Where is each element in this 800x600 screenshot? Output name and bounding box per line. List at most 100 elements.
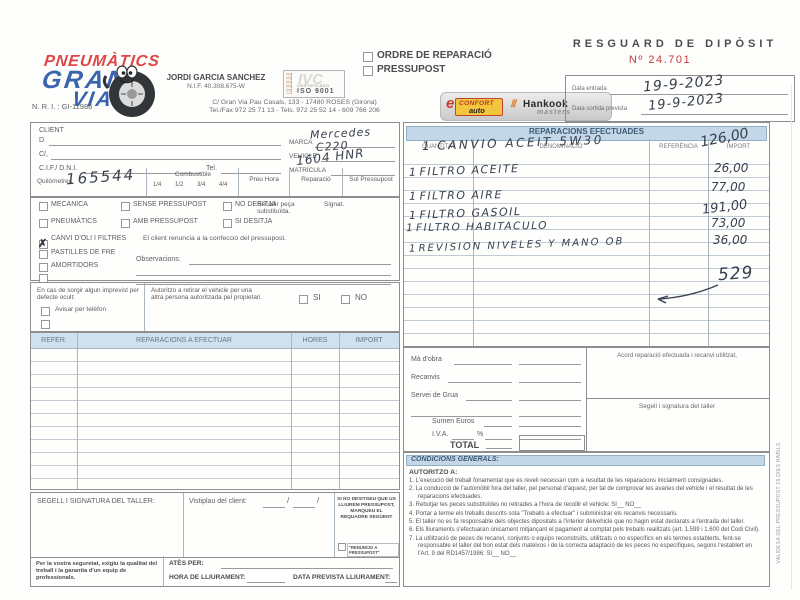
work-row-5-import: 73,00 — [711, 216, 746, 230]
checkbox-ordre-reparacio — [363, 52, 373, 62]
checkbox-canvi-oli-filtres — [38, 237, 48, 250]
servei-grua-label: Servei de Grua — [411, 392, 459, 399]
checkbox-pressupost — [363, 66, 373, 76]
work-row-5-den: FILTRO HABITACULO — [415, 219, 549, 235]
shop-phones: Tel./Fax 972 25 71 13 - Tels. 972 25 52 … — [209, 107, 380, 114]
totals-box: Mà d'obra Recanvis Servei de Grua Sumen … — [403, 347, 770, 452]
work-row-3: 1 FILTRO AIRE — [409, 188, 503, 203]
confort-auto-label: auto — [469, 106, 485, 115]
fuel-quarter-3: 3/4 — [197, 182, 206, 188]
confort-e-icon: e — [446, 95, 455, 112]
confort-auto-logo — [455, 98, 503, 116]
acord-reparacio-note: Acord reparació efectuada i recanvi util… — [616, 352, 738, 359]
todo-empty-rows — [31, 349, 399, 489]
signat-label: Signat. — [324, 201, 345, 208]
tel-label: Tel. — [206, 165, 217, 172]
work-row-5-qty: 1 — [405, 222, 413, 235]
work-row-3-qty: 1 — [408, 189, 417, 203]
sumen-euros-label: Sumen Euros — [432, 418, 475, 425]
matricula-label: MATRÍCULA — [289, 167, 327, 174]
todo-col-import: IMPORT — [355, 337, 383, 344]
page-edge-line — [791, 85, 792, 590]
validity-side-note: VALIDESA DEL PRESSUPOST 15 DIES HÀBILS — [776, 442, 782, 564]
observacions-label: Observacions: — [136, 256, 181, 263]
checkbox-avisar-telefon — [41, 307, 50, 316]
work-row-3-den: FILTRO AIRE — [419, 188, 503, 203]
iva-percent-sign: % — [477, 431, 484, 438]
fuel-quarter-2: 1/2 — [175, 182, 184, 188]
owner-nif: N.I.F. 40.308.675-W — [187, 83, 245, 90]
work-row-2-import: 26,00 — [714, 161, 749, 175]
marca-label: MARCA — [289, 139, 313, 146]
total-value-box — [519, 435, 585, 451]
reparacio-label: Reparació — [301, 176, 331, 183]
condition-item-5: 5. El taller no es fa responsable dels o… — [409, 519, 745, 526]
partner-logos-pill: e CONFORT auto ⫻ Hankook masters — [440, 92, 612, 121]
checkbox-sense-pressupost — [121, 202, 130, 211]
conditions-box: CONDICIONS GENERALS: AUTORITZO A: 1. L'e… — [403, 452, 770, 587]
repairs-done-table: REPARACIONS EFECTUADES QUANTITAT DENOMIN… — [403, 122, 770, 347]
checkbox-si-desitja — [223, 219, 232, 228]
service-amortidors-label: AMORTIDORS — [51, 262, 99, 269]
autoritzo-no-label: NO — [355, 293, 367, 302]
work-row-3-import: 77,00 — [711, 180, 746, 194]
service-canvi-oli-label: CANVI D'OLI I FILTRES — [51, 235, 127, 242]
date-slash-1: / — [287, 496, 290, 505]
checkbox-autoritzo-no — [341, 295, 350, 304]
km-fuel-row: Quilòmetres Combustible 1/4 1/2 3/4 4/4 … — [30, 168, 400, 197]
date-in-label: Data entrada — [572, 86, 607, 92]
work-col-quantitat: QUANTITAT — [421, 144, 456, 150]
work-row-5: 1 FILTRO HABITACULO — [406, 220, 548, 234]
dates-box: Data entrada Data sortida prevista — [565, 75, 795, 122]
condition-item-1: 1. L'execució del treball fonamental que… — [409, 478, 723, 484]
iva-label: I.V.A. — [432, 431, 449, 438]
iso-badge-stripe — [286, 73, 292, 94]
conditions-list: 1. L'execució del treball fonamental que… — [409, 478, 763, 559]
iso-9001-label: ISO 9001 — [297, 88, 335, 95]
no-desitja-label: NO DESITJA — [235, 201, 277, 208]
total-arrow-icon — [657, 284, 719, 304]
budget-type-label: PRESSUPOST — [377, 64, 446, 75]
todo-col-reparacions: REPARACIONS A EFECTUAR — [136, 337, 232, 344]
sense-pressupost-label: SENSE PRESSUPOST — [133, 201, 207, 208]
work-col-denominacio: DENOMINACIÓ — [539, 144, 583, 150]
autoritzo-si-label: SI — [313, 293, 321, 302]
seguretat-note: Per la vostra seguretat, exigiu la quali… — [36, 561, 158, 581]
ates-per-label: ATÈS PER: — [169, 560, 204, 567]
client-box: CLIENT D. MARCA C/, VEHICLE C.I.F./ D.N.… — [30, 122, 400, 198]
service-mecanica-label: MECANICA — [51, 201, 88, 208]
iso-watermark: IVC — [298, 71, 324, 88]
client-street-label: C/, — [39, 151, 48, 158]
date-out-label: Data sortida prevista — [572, 106, 628, 112]
checkbox-autoritzo-si — [299, 295, 308, 304]
preu-hora-label: Preu Hora — [249, 176, 279, 183]
condition-item-7: 7. La utilització de peces de recanvi, c… — [409, 535, 753, 557]
hankook-wing-icon: ⫻ — [511, 99, 517, 110]
services-panel: MECANICA SENSE PRESSUPOST NO DESITJA Rec… — [30, 196, 400, 285]
shop-address: C/ Gran Via Pau Casals, 133 - 17480 ROSE… — [212, 99, 377, 106]
iso-9001-badge: IVC CERTIFICADO ISO 9001 — [283, 70, 345, 98]
fuel-quarter-1: 1/4 — [153, 182, 162, 188]
hora-lliurament-label: HORA DE LLIURAMENT: — [169, 574, 246, 581]
checkbox-mecanica — [39, 202, 48, 211]
imprevist-intro: En cas de sorgir algun imprevist per def… — [37, 287, 139, 302]
recanvis-label: Recanvis — [411, 374, 440, 381]
km-label: Quilòmetres — [37, 178, 73, 185]
work-row-6-qty: 1 — [408, 243, 416, 255]
client-name-label: D. — [39, 137, 46, 144]
repairs-to-do-table: REFER. REPARACIONS A EFECTUAR HORES IMPO… — [30, 332, 400, 490]
authorization-box: En cas de sorgir algun imprevist per def… — [30, 282, 400, 332]
autoritzo-retirar-note: Autoritzo a retirar el vehicle per una a… — [151, 287, 263, 302]
checkbox-pastilles-fre — [39, 250, 48, 259]
work-col-import: IMPORT — [726, 144, 751, 150]
order-type-label: ORDRE DE REPARACIÓ — [377, 50, 492, 61]
owner-name: JORDI GARCIA SANCHEZ — [166, 73, 266, 82]
recollir-peca-label: Recollir peça substituïda. — [257, 201, 295, 215]
checkbox-amb-pressupost — [121, 219, 130, 228]
checkbox-amortidors — [39, 263, 48, 272]
sol-pressupost-label: Sol Pressupost — [349, 176, 393, 183]
work-col-referencia: REFERÈNCIA — [659, 144, 698, 150]
cif-dni-label: C.I.F./ D.N.I. — [39, 165, 78, 172]
stamp-approval-box: SEGELL I SIGNATURA DEL TALLER: Vistiplau… — [30, 492, 400, 558]
